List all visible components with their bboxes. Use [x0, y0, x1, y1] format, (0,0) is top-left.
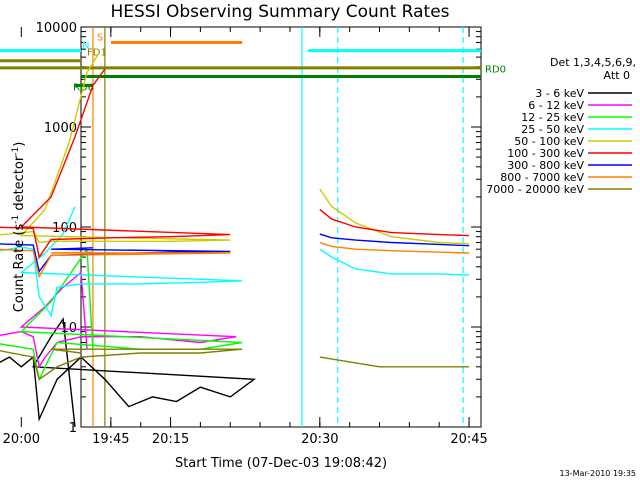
series-line	[0, 243, 231, 274]
data-series	[0, 52, 470, 428]
legend-label: 3 - 6 keV	[535, 87, 584, 100]
y-axis-label-mid: detector	[12, 155, 27, 215]
flag-label: RD0	[485, 64, 506, 75]
x-tick-label: 20:15	[152, 432, 189, 447]
y-axis-label: Count Rate (s-1 detector-1)	[11, 142, 27, 313]
legend-label: 50 - 100 keV	[514, 135, 584, 148]
legend-label: 800 - 7000 keV	[500, 171, 584, 184]
y-axis-label-end: )	[12, 142, 27, 147]
legend-label: 6 - 12 keV	[528, 99, 584, 112]
x-tick-label: 19:45	[92, 432, 129, 447]
flag-label: FD1	[87, 48, 107, 59]
series-line	[319, 233, 470, 247]
x-axis-label: Start Time (07-Dec-03 19:08:42)	[175, 456, 387, 471]
series-line	[0, 248, 231, 279]
flag-label: N	[82, 41, 89, 52]
legend-label: 25 - 50 keV	[521, 123, 584, 136]
timestamp: 13-Mar-2010 19:35	[560, 469, 637, 478]
series-line	[0, 247, 243, 382]
series-line	[0, 317, 257, 428]
legend-label: 300 - 800 keV	[507, 159, 584, 172]
series-line	[0, 206, 243, 318]
series-line	[0, 271, 237, 369]
y-tick-label: 1000	[44, 121, 77, 136]
legend-label: 12 - 25 keV	[521, 111, 584, 124]
y-axis-label-main: Count Rate (s	[12, 224, 27, 313]
legend-header-line1: Det 1,3,4,5,6,9,	[550, 56, 636, 69]
series-line	[319, 248, 470, 276]
legend-label: 7000 - 20000 keV	[486, 183, 584, 196]
y-tick-label: 10000	[36, 21, 77, 36]
legend-header-line2: Att 0	[604, 69, 630, 82]
y-axis-label-sup1: -1	[11, 215, 21, 224]
y-tick-label: 1	[69, 421, 77, 436]
series-line	[0, 52, 231, 244]
x-tick-label: 20:00	[3, 432, 40, 447]
legend-label: 100 - 300 keV	[507, 147, 584, 160]
series-line	[319, 208, 470, 237]
chart-title: HESSI Observing Summary Count Rates	[110, 2, 449, 22]
series-line	[0, 348, 243, 381]
series-line	[319, 356, 470, 368]
x-tick-label: 20:30	[301, 432, 338, 447]
x-tick-label: 20:45	[450, 432, 487, 447]
y-axis-label-sup2: -1	[11, 147, 21, 156]
flag-bars: NFD1FD2RD0RD6S	[0, 32, 506, 94]
series-line	[319, 241, 470, 254]
flag-label: S	[97, 32, 103, 43]
series-line	[0, 68, 231, 259]
